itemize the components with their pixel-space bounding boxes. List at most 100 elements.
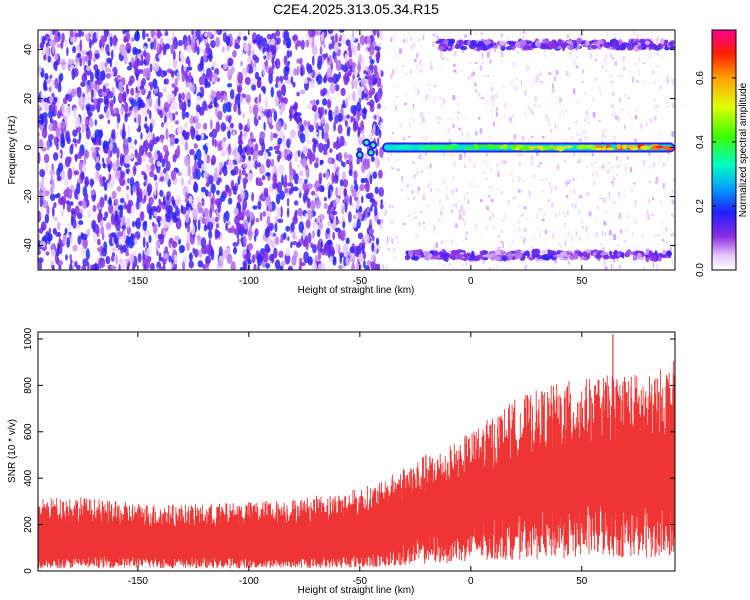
figure-title: C2E4.2025.313.05.34.R15 — [273, 1, 439, 17]
heat-cell — [389, 78, 392, 80]
heat-cell — [414, 85, 417, 91]
heat-cell — [494, 255, 502, 262]
heat-cell — [432, 245, 435, 251]
heat-cell — [423, 250, 430, 257]
heat-cell — [167, 93, 171, 105]
heat-cell — [133, 165, 137, 176]
heat-cell — [366, 227, 370, 234]
heat-cell — [410, 70, 412, 74]
heat-cell — [49, 169, 56, 176]
heat-cell — [417, 186, 420, 191]
heat-cell — [642, 160, 646, 166]
heat-cell — [435, 242, 438, 248]
heat-cell — [505, 45, 513, 51]
x-tick-label: 50 — [576, 576, 588, 587]
heat-cell — [566, 210, 569, 215]
heat-cell — [215, 36, 221, 48]
y-tick-label: 200 — [23, 516, 34, 533]
heat-cell — [180, 204, 184, 214]
heat-cell — [62, 97, 68, 105]
heat-cell — [425, 94, 428, 101]
heat-cell — [251, 192, 255, 202]
heat-cell — [76, 87, 82, 92]
heat-cell — [358, 53, 363, 65]
heat-cell — [496, 264, 498, 269]
heat-cell — [189, 125, 195, 136]
heat-cell — [198, 249, 203, 258]
heat-cell — [184, 155, 190, 167]
heat-cell — [497, 171, 500, 177]
heat-cell — [229, 89, 235, 100]
heat-cell — [375, 149, 379, 157]
heat-cell — [315, 157, 319, 163]
heat-cell — [110, 265, 117, 270]
heat-cell — [47, 55, 51, 63]
heat-cell — [211, 77, 215, 83]
heat-cell — [176, 145, 181, 157]
heat-cell — [500, 51, 504, 58]
heat-cell — [242, 112, 246, 119]
heat-cell — [113, 234, 116, 243]
heat-cell — [428, 111, 431, 115]
heat-cell — [45, 49, 50, 55]
heat-cell — [179, 51, 184, 60]
heat-cell — [211, 61, 217, 68]
heat-cell — [658, 37, 660, 41]
heat-cell — [637, 45, 643, 50]
heat-cell — [612, 41, 617, 48]
heat-cell — [169, 113, 173, 122]
heat-cell — [149, 170, 155, 178]
heat-cell — [96, 102, 101, 113]
heat-cell — [474, 225, 478, 230]
heat-cell — [610, 53, 613, 59]
heat-cell — [270, 86, 275, 98]
heat-cell — [595, 59, 598, 61]
heat-cell — [376, 137, 380, 147]
heat-cell — [86, 106, 90, 116]
heat-cell — [496, 168, 499, 172]
main-band-hotspot — [565, 145, 574, 149]
heat-cell — [489, 87, 491, 89]
heat-cell — [264, 243, 270, 253]
main-band-hotspot — [616, 144, 621, 149]
heat-cell — [350, 38, 354, 50]
heat-cell — [127, 48, 130, 53]
heat-cell — [267, 151, 272, 157]
heat-cell — [146, 183, 153, 194]
main-band-hotspot — [492, 145, 500, 149]
heat-cell — [142, 30, 146, 40]
heat-cell — [197, 63, 203, 72]
heat-cell — [172, 153, 177, 163]
heat-cell — [165, 128, 169, 140]
heat-cell — [612, 56, 615, 60]
heat-cell — [268, 201, 273, 211]
heat-cell — [346, 128, 351, 137]
main-band-hotspot — [590, 146, 596, 151]
heat-cell — [414, 216, 418, 218]
heat-cell — [488, 136, 490, 139]
heat-cell — [148, 197, 154, 206]
heat-cell — [627, 110, 630, 113]
heat-cell — [425, 152, 427, 156]
heat-cell — [655, 181, 658, 184]
heat-cell — [185, 213, 190, 223]
heat-cell — [96, 169, 99, 178]
heat-cell — [72, 129, 78, 137]
heat-cell — [617, 259, 619, 262]
heat-cell — [142, 250, 145, 263]
heat-cell — [164, 171, 169, 184]
heat-cell — [140, 211, 145, 222]
heat-cell — [442, 57, 445, 60]
heat-cell — [243, 219, 249, 230]
heat-cell — [341, 206, 345, 215]
heat-cell — [90, 71, 94, 83]
heat-cell — [449, 253, 457, 260]
heat-cell — [567, 127, 571, 130]
heat-cell — [329, 83, 336, 95]
heat-cell — [357, 73, 360, 78]
heat-cell — [64, 176, 69, 189]
heat-cell — [53, 216, 59, 222]
heat-cell — [357, 253, 364, 263]
heat-cell — [363, 158, 370, 170]
heat-cell — [630, 116, 633, 118]
